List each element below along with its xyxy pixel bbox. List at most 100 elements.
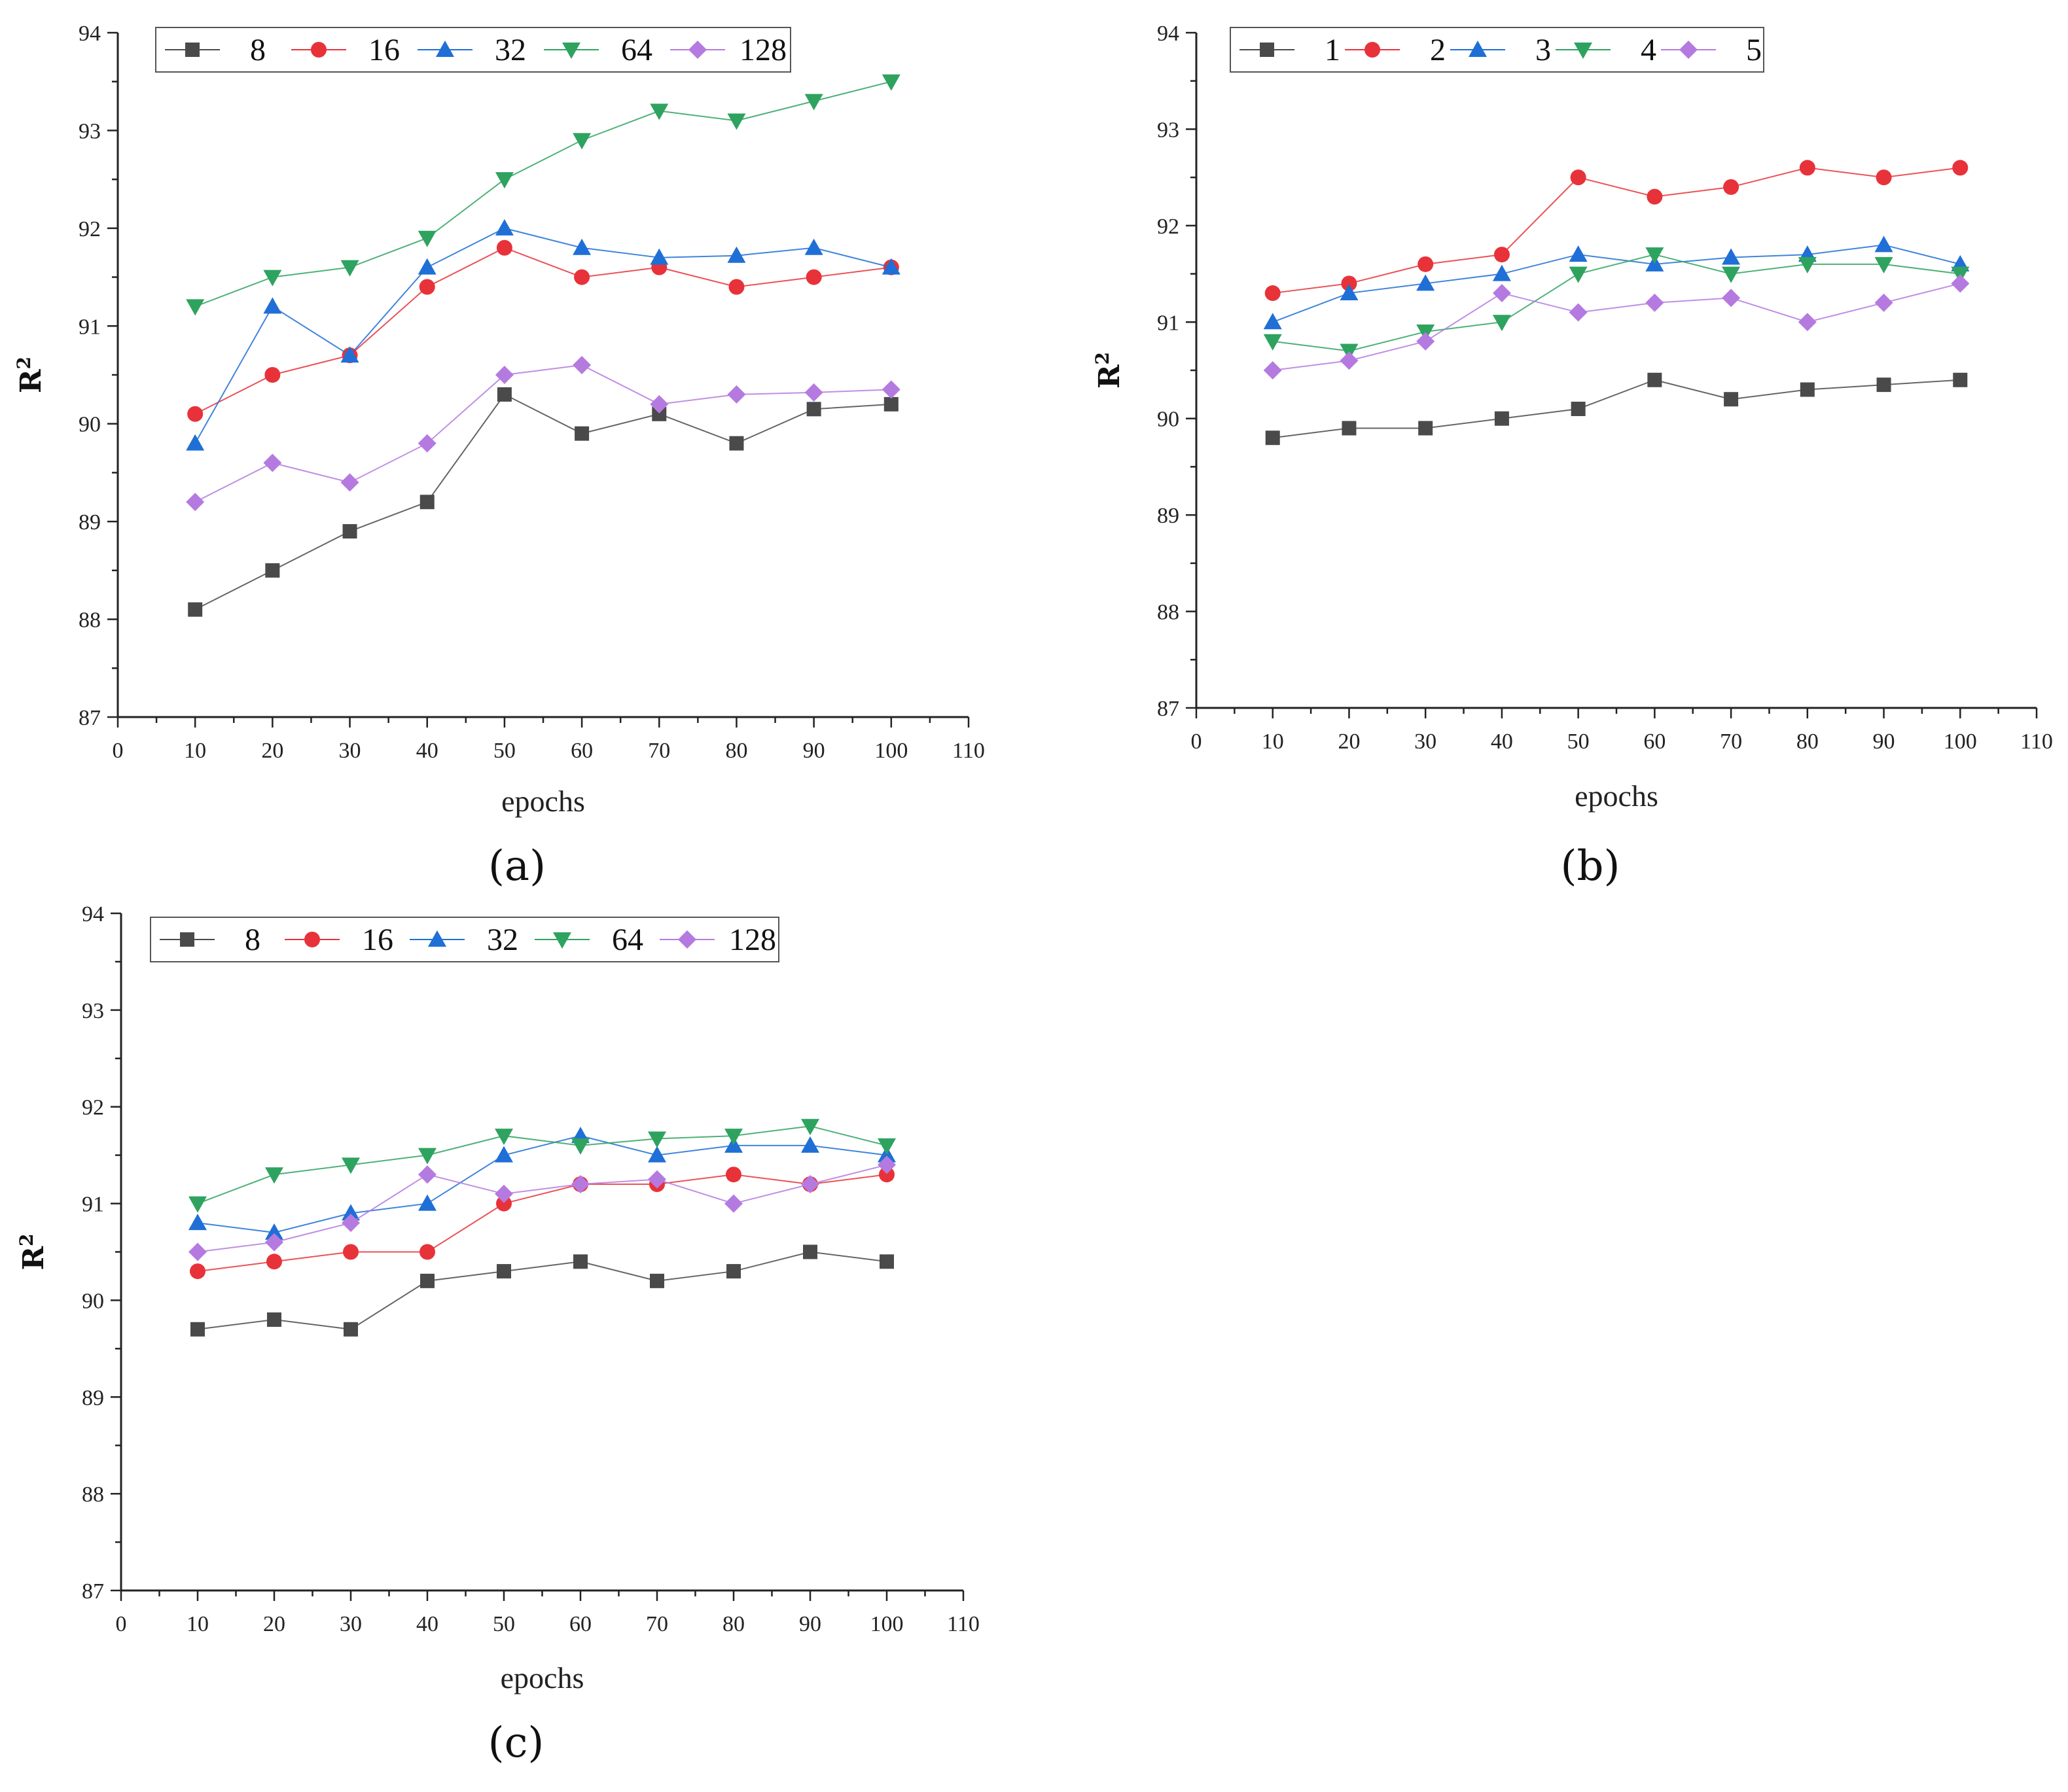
data-point-128 — [342, 1214, 360, 1233]
data-point-32 — [342, 1204, 360, 1221]
data-point-64 — [342, 1157, 360, 1174]
data-point-64 — [495, 1129, 513, 1146]
x-tick-label: 100 — [1944, 729, 1977, 754]
data-point-4 — [1263, 334, 1282, 351]
data-point-128 — [882, 380, 900, 399]
data-point-16 — [806, 269, 822, 285]
x-axis-label: epochs — [501, 1661, 584, 1695]
data-point-32 — [650, 248, 669, 265]
legend-label: 1 — [1325, 33, 1340, 67]
legend-label: 8 — [250, 33, 266, 67]
x-tick-label: 10 — [184, 739, 206, 763]
data-point-5 — [1722, 289, 1741, 307]
y-tick-label: 92 — [1157, 215, 1179, 239]
data-point-64 — [186, 299, 205, 316]
data-point-128 — [724, 1194, 743, 1213]
x-tick-label: 20 — [263, 1612, 285, 1636]
data-point-128 — [648, 1170, 666, 1189]
x-tick-label: 50 — [1567, 729, 1590, 754]
legend-marker — [180, 932, 194, 947]
legend-label: 5 — [1746, 33, 1762, 67]
x-tick-label: 30 — [339, 739, 361, 763]
y-tick-label: 90 — [1157, 408, 1179, 432]
data-point-8 — [573, 1254, 588, 1269]
y-tick-label: 88 — [82, 1483, 104, 1507]
legend-label: 3 — [1535, 33, 1551, 67]
y-axis-label-base: R — [1093, 364, 1126, 389]
data-point-8 — [344, 1322, 358, 1337]
y-tick-label: 91 — [1157, 311, 1179, 335]
x-tick-label: 60 — [1643, 729, 1666, 754]
data-point-64 — [804, 94, 823, 111]
data-point-16 — [726, 1167, 741, 1183]
data-point-32 — [648, 1146, 666, 1163]
data-point-32 — [418, 258, 437, 275]
data-point-2 — [1723, 179, 1739, 195]
legend-label: 4 — [1641, 33, 1656, 67]
x-tick-label: 50 — [493, 739, 516, 763]
y-tick-label: 87 — [79, 706, 101, 730]
data-point-32 — [188, 1214, 207, 1231]
data-point-16 — [190, 1263, 205, 1280]
series-line-8 — [197, 1251, 887, 1330]
data-point-3 — [1722, 248, 1741, 265]
legend-marker — [562, 43, 580, 59]
data-point-32 — [418, 1194, 437, 1211]
data-point-16 — [574, 269, 590, 285]
panel-label: (a) — [488, 842, 546, 890]
data-point-8 — [419, 495, 435, 510]
data-point-4 — [1569, 266, 1588, 283]
legend-label: 8 — [245, 922, 260, 957]
data-point-8 — [803, 1244, 817, 1259]
legend-marker — [436, 41, 454, 57]
y-tick-label: 94 — [82, 902, 104, 926]
x-axis-label: epochs — [1575, 779, 1658, 813]
x-tick-label: 40 — [1491, 729, 1513, 754]
data-point-64 — [573, 133, 592, 150]
data-point-8 — [806, 402, 821, 417]
data-point-4 — [1645, 247, 1664, 264]
legend-label: 16 — [362, 922, 393, 957]
x-tick-label: 110 — [952, 739, 985, 763]
legend-marker — [311, 42, 327, 58]
series-line-128 — [194, 364, 891, 503]
x-tick-label: 10 — [187, 1612, 209, 1636]
data-point-5 — [1416, 332, 1435, 351]
legend-marker — [688, 41, 707, 59]
data-point-5 — [1492, 284, 1511, 303]
data-point-1 — [1342, 421, 1357, 436]
data-point-128 — [340, 473, 359, 492]
data-point-4 — [1722, 266, 1741, 283]
data-point-16 — [266, 1254, 282, 1270]
data-point-8 — [650, 1273, 664, 1288]
data-point-64 — [724, 1129, 743, 1146]
y-tick-label: 92 — [79, 217, 101, 241]
data-point-128 — [186, 493, 205, 512]
x-tick-label: 60 — [569, 1612, 592, 1636]
data-point-8 — [883, 396, 899, 412]
x-tick-label: 0 — [116, 1612, 127, 1636]
data-point-128 — [727, 385, 746, 404]
series-line-64 — [197, 1125, 887, 1204]
series-line-8 — [194, 393, 891, 610]
x-tick-label: 100 — [874, 739, 908, 763]
series-line-2 — [1272, 167, 1961, 294]
series-line-16 — [197, 1174, 887, 1273]
data-point-64 — [727, 113, 746, 130]
data-point-1 — [1724, 392, 1739, 407]
x-tick-label: 70 — [648, 739, 670, 763]
series-line-16 — [194, 247, 891, 415]
data-point-32 — [495, 1146, 513, 1163]
data-point-8 — [267, 1312, 281, 1327]
chart-panel-c: 0 10 20 30 40 50 60 70 80 90 100 110 87 88 89 90 91 92 93 9… — [16, 902, 980, 1767]
data-point-32 — [727, 246, 746, 263]
x-tick-label: 90 — [1873, 729, 1895, 754]
legend-marker — [1574, 43, 1592, 59]
data-point-8 — [342, 524, 357, 539]
data-point-5 — [1951, 274, 1970, 293]
data-point-5 — [1569, 303, 1588, 322]
y-tick-label: 93 — [79, 119, 101, 143]
data-point-128 — [495, 366, 514, 384]
legend-label: 2 — [1430, 33, 1446, 67]
